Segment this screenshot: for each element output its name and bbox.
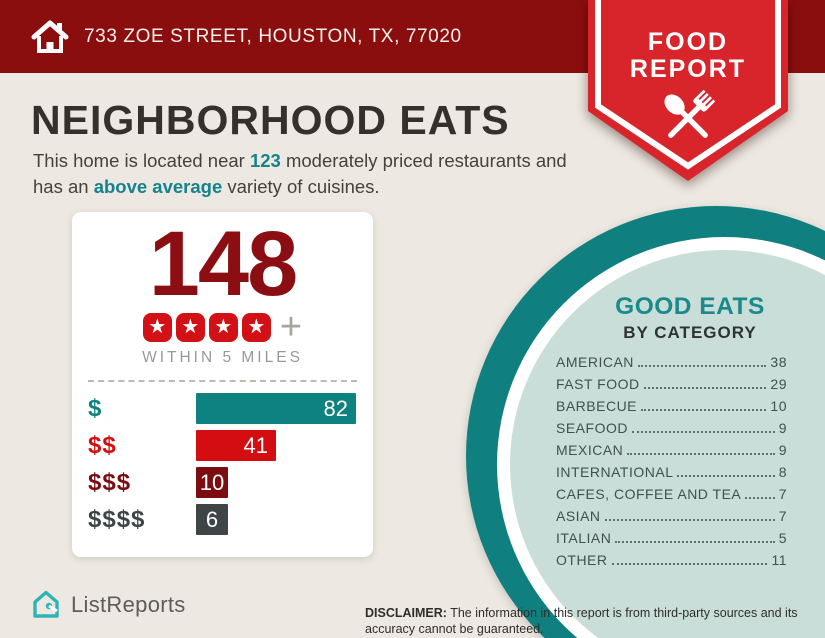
crossed-spoon-fork-icon xyxy=(664,89,716,138)
category-name: AMERICAN xyxy=(556,354,634,370)
category-name: OTHER xyxy=(556,552,608,568)
dotted-leader xyxy=(615,541,775,543)
ribbon-inner-border xyxy=(595,0,781,170)
category-row: AMERICAN 38 xyxy=(556,354,787,376)
dotted-leader xyxy=(611,563,768,565)
category-count: 5 xyxy=(778,530,787,546)
good-eats-subtitle: BY CATEGORY xyxy=(623,323,757,342)
star-icon: ★ xyxy=(208,313,238,342)
bar-row: $82 xyxy=(88,393,357,424)
bar-value: 41 xyxy=(243,432,268,458)
property-address: 733 ZOE STREET, HOUSTON, TX, 77020 xyxy=(84,25,462,47)
category-row: ASIAN 7 xyxy=(556,508,787,530)
price-tier-label: $$$$ xyxy=(88,505,146,533)
category-row: ITALIAN 5 xyxy=(556,530,787,552)
category-row: SEAFOOD 9 xyxy=(556,420,787,442)
good-eats-header: GOOD EATS BY CATEGORY xyxy=(540,293,825,343)
category-count: 9 xyxy=(778,420,787,436)
restaurant-count: 123 xyxy=(249,150,281,171)
bar-value: 10 xyxy=(199,469,225,495)
dotted-leader xyxy=(641,409,767,411)
category-row: OTHER 11 xyxy=(556,552,787,574)
category-name: ITALIAN xyxy=(556,530,612,546)
listreports-house-icon xyxy=(33,590,59,618)
page-title: NEIGHBORHOOD EATS xyxy=(31,97,510,143)
house-icon xyxy=(31,20,69,53)
subtitle-text: moderately priced restaurants and has an xyxy=(33,150,567,197)
category-row: INTERNATIONAL 8 xyxy=(556,464,787,486)
radius-label: WITHIN 5 MILES xyxy=(142,349,303,366)
restaurant-summary-card: 148 ★ ★ ★ ★ + WITHIN 5 MILES $82 $$ 41 $$$ 10 $$… xyxy=(72,212,373,557)
bar-value: 6 xyxy=(205,506,219,532)
page-subtitle: This home is located near 123 moderately… xyxy=(33,148,613,200)
dotted-leader xyxy=(643,387,767,389)
price-tier-label: $$ xyxy=(88,431,117,459)
category-row: MEXICAN 9 xyxy=(556,442,787,464)
category-name: INTERNATIONAL xyxy=(556,464,674,480)
disclaimer-label: DISCLAIMER: xyxy=(365,605,447,620)
category-count: 7 xyxy=(778,508,787,524)
dashed-divider xyxy=(88,380,357,382)
rating-stars: ★ ★ ★ ★ xyxy=(142,313,271,342)
rating-row: ★ ★ ★ ★ + xyxy=(72,306,373,348)
star-icon: ★ xyxy=(241,313,271,342)
dotted-leader xyxy=(637,365,767,367)
bar-row: $$$ 10 xyxy=(88,467,357,498)
dotted-leader xyxy=(677,475,775,477)
brand-logo: ListReports xyxy=(30,589,186,620)
category-count: 38 xyxy=(770,354,787,370)
star-icon: ★ xyxy=(175,313,205,342)
price-tier-label: $$$ xyxy=(88,468,132,496)
total-restaurants-value: 148 xyxy=(148,213,299,315)
subtitle-text: variety of cuisines. xyxy=(222,175,380,197)
category-list: AMERICAN 38 FAST FOOD 29 BARBECUE 10 SEAFOOD 9 M… xyxy=(556,354,787,574)
bar-row: $$$$ 6 xyxy=(88,504,357,535)
category-row: BARBECUE 10 xyxy=(556,398,787,420)
dotted-leader xyxy=(627,453,775,455)
category-count: 8 xyxy=(778,464,787,480)
category-name: ASIAN xyxy=(556,508,601,524)
bar-row: $$ 41 xyxy=(88,430,357,461)
price-tier-bar: 6 xyxy=(196,504,228,535)
disclaimer-text: The information in this report is from t… xyxy=(365,605,798,636)
plus-icon: + xyxy=(279,306,303,348)
category-count: 11 xyxy=(771,552,787,568)
category-name: CAFES, COFFEE AND TEA xyxy=(556,486,742,502)
dotted-leader xyxy=(631,431,775,433)
category-name: SEAFOOD xyxy=(556,420,628,436)
bar-value: 82 xyxy=(323,395,348,421)
ribbon-line1: FOOD xyxy=(648,28,728,56)
category-row: CAFES, COFFEE AND TEA 7 xyxy=(556,486,787,508)
category-name: BARBECUE xyxy=(556,398,638,414)
brand-name: ListReports xyxy=(71,591,186,617)
price-bar-chart: $82 $$ 41 $$$ 10 $$$$ 6 xyxy=(72,393,373,535)
dotted-leader xyxy=(604,519,775,521)
variety-highlight: above average xyxy=(93,175,223,197)
ribbon-line2: REPORT xyxy=(630,55,746,83)
category-count: 29 xyxy=(770,376,787,392)
subtitle-text: This home is located near xyxy=(33,150,250,171)
food-report-ribbon: FOOD REPORT xyxy=(588,0,788,181)
price-tier-bar: 41 xyxy=(196,430,276,461)
category-name: MEXICAN xyxy=(556,442,624,458)
price-tier-bar: 10 xyxy=(196,467,228,498)
star-icon: ★ xyxy=(142,313,172,342)
category-count: 10 xyxy=(770,398,787,414)
category-name: FAST FOOD xyxy=(556,376,640,392)
price-tier-bar: 82 xyxy=(196,393,356,424)
category-count: 7 xyxy=(778,486,787,502)
category-row: FAST FOOD 29 xyxy=(556,376,787,398)
disclaimer: DISCLAIMER: The information in this repo… xyxy=(365,605,815,638)
dotted-leader xyxy=(745,497,775,499)
category-count: 9 xyxy=(778,442,787,458)
good-eats-title: GOOD EATS xyxy=(615,293,765,320)
price-tier-label: $ xyxy=(88,394,103,422)
